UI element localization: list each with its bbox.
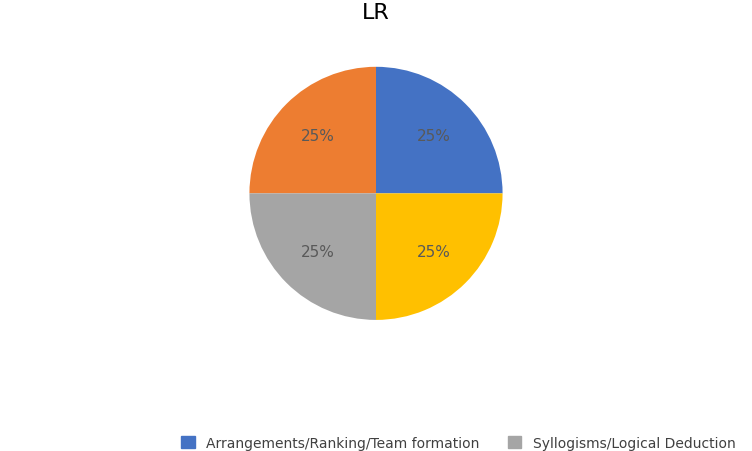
- Wedge shape: [250, 68, 376, 194]
- Text: 25%: 25%: [301, 244, 335, 259]
- Wedge shape: [376, 194, 502, 320]
- Text: 25%: 25%: [417, 244, 451, 259]
- Text: 25%: 25%: [301, 129, 335, 143]
- Legend: Arrangements/Ranking/Team formation, Quantitative Reasoning/Puzzles, Syllogisms/: Arrangements/Ranking/Team formation, Qua…: [177, 432, 739, 451]
- Title: LR: LR: [362, 4, 390, 23]
- Wedge shape: [250, 194, 376, 320]
- Wedge shape: [376, 68, 502, 194]
- Text: 25%: 25%: [417, 129, 451, 143]
